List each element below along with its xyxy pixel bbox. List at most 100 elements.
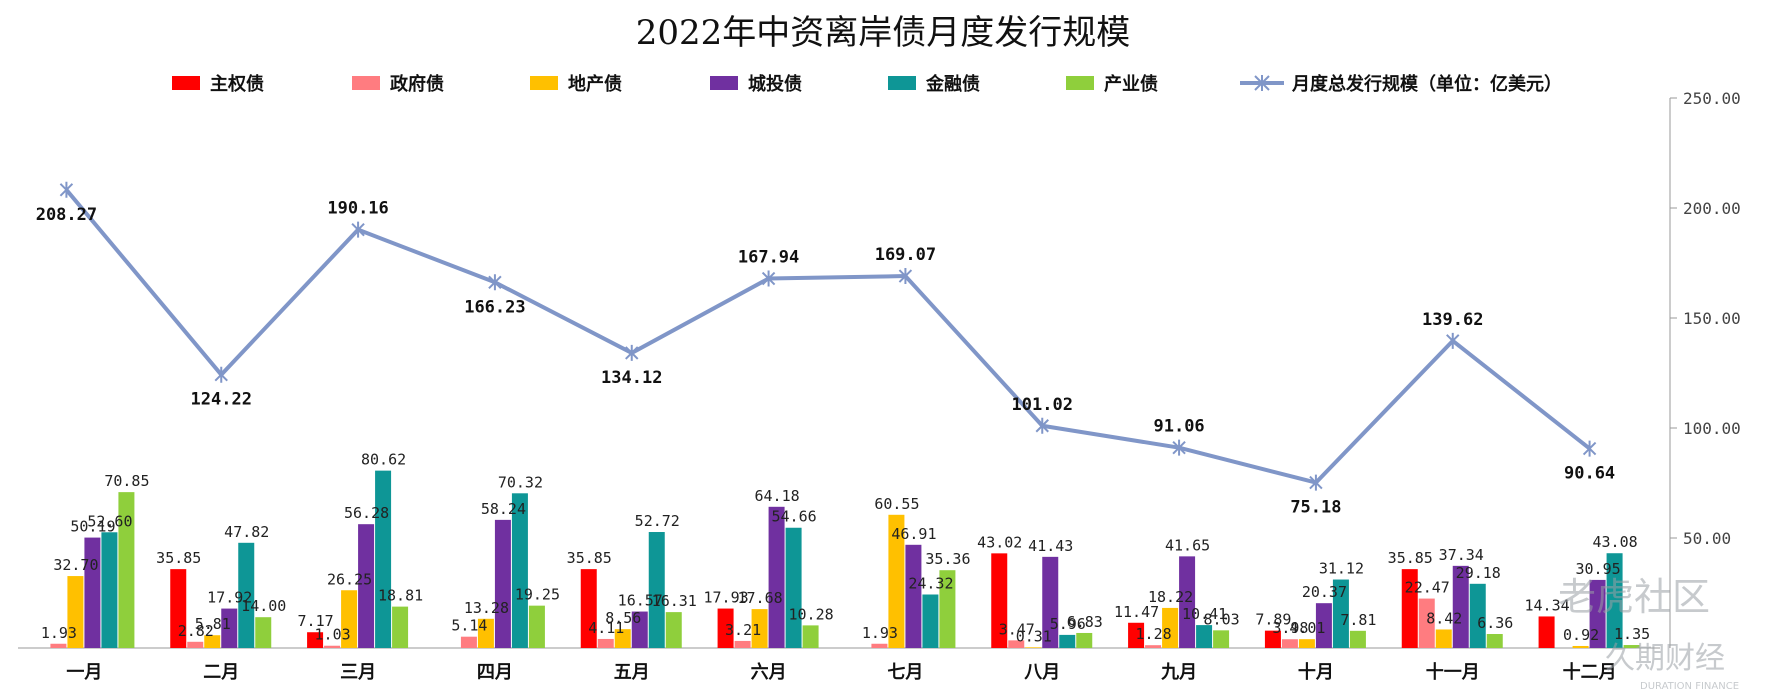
legend-label-2: 政府债 <box>390 73 444 95</box>
chart: 2022年中资离岸债月度发行规模 主权债 政府债 地产债 城投债 金融债 产业债 月度总发行… <box>0 0 1767 697</box>
bar-2-9 <box>1145 645 1161 648</box>
bar-label-5-11: 29.18 <box>1456 564 1501 582</box>
bar-2-7 <box>871 644 887 648</box>
bar-1-12 <box>1539 616 1555 648</box>
category-label-3: 三月 <box>340 662 376 683</box>
bar-label-6-2: 14.00 <box>241 597 286 615</box>
bar-label-3-11: 8.42 <box>1426 609 1462 627</box>
legend-swatch-3 <box>530 76 558 90</box>
bar-label-1-8: 43.02 <box>977 533 1022 551</box>
chart-title: 2022年中资离岸债月度发行规模 <box>636 13 1131 53</box>
bar-2-2 <box>187 642 203 648</box>
bar-6-4 <box>529 606 545 648</box>
bar-6-9 <box>1213 630 1229 648</box>
bar-6-3 <box>392 607 408 648</box>
bar-label-1-11: 35.85 <box>1388 549 1433 567</box>
bar-3-10 <box>1299 639 1315 648</box>
watermark-brand-sub: DURATION FINANCE <box>1640 681 1739 692</box>
right-axis-tick-label-1: 50.00 <box>1683 529 1731 548</box>
bar-4-1 <box>84 538 100 648</box>
bar-2-5 <box>598 639 614 648</box>
bar-label-4-11: 37.34 <box>1439 546 1484 564</box>
category-label-11: 十一月 <box>1426 661 1480 683</box>
bar-label-6-5: 16.31 <box>652 592 697 610</box>
total-label-9: 91.06 <box>1153 417 1204 437</box>
total-label-8: 101.02 <box>1012 395 1073 415</box>
total-point-11 <box>1447 333 1459 349</box>
bar-5-1 <box>101 532 117 648</box>
bar-5-9 <box>1196 625 1212 648</box>
bar-label-5-12: 43.08 <box>1593 533 1638 551</box>
legend-label-1: 主权债 <box>210 73 264 95</box>
bar-6-8 <box>1076 633 1092 648</box>
category-label-4: 四月 <box>477 662 513 683</box>
category-label-6: 六月 <box>751 661 787 683</box>
total-label-12: 90.64 <box>1564 464 1615 484</box>
total-label-11: 139.62 <box>1422 310 1483 330</box>
category-label-9: 九月 <box>1160 662 1197 683</box>
total-line <box>66 190 1589 483</box>
bar-label-6-1: 70.85 <box>104 472 149 490</box>
bar-label-3-3: 26.25 <box>327 570 372 588</box>
bar-label-5-10: 31.12 <box>1319 560 1364 578</box>
bar-label-2-3: 1.03 <box>315 626 351 644</box>
bar-2-6 <box>735 641 751 648</box>
legend-swatch-6 <box>1066 76 1094 90</box>
bar-label-4-8: 41.43 <box>1028 537 1073 555</box>
bar-label-6-11: 6.36 <box>1477 614 1513 632</box>
bar-4-7 <box>905 545 921 648</box>
bar-label-5-5: 52.72 <box>635 512 680 530</box>
bar-label-5-3: 80.62 <box>361 451 406 469</box>
bar-4-6 <box>769 507 785 648</box>
bar-2-3 <box>324 646 340 648</box>
bar-label-6-7: 35.36 <box>925 550 970 568</box>
bar-label-1-2: 35.85 <box>156 549 201 567</box>
category-label-1: 一月 <box>66 662 102 683</box>
bar-5-8 <box>1059 635 1075 648</box>
category-label-5: 五月 <box>614 662 650 683</box>
right-axis-tick-label-3: 150.00 <box>1683 309 1741 328</box>
bar-label-5-6: 54.66 <box>772 508 817 526</box>
legend: 主权债 政府债 地产债 城投债 金融债 产业债 月度总发行规模（单位：亿美元） <box>172 73 1562 95</box>
bar-5-5 <box>649 532 665 648</box>
bar-6-10 <box>1350 631 1366 648</box>
category-label-8: 八月 <box>1024 662 1060 683</box>
bar-label-3-12: 0.92 <box>1563 626 1599 644</box>
bar-6-5 <box>666 612 682 648</box>
bar-label-6-8: 6.83 <box>1067 613 1103 631</box>
bar-label-2-4: 5.14 <box>451 617 487 635</box>
bar-2-10 <box>1282 639 1298 648</box>
bar-2-4 <box>461 637 477 648</box>
bar-label-2-9: 1.28 <box>1136 625 1172 643</box>
bar-label-3-6: 17.68 <box>738 589 783 607</box>
bar-label-5-2: 47.82 <box>224 523 269 541</box>
total-label-3: 190.16 <box>327 199 388 219</box>
bar-label-3-9: 18.22 <box>1148 588 1193 606</box>
bar-6-6 <box>803 625 819 648</box>
category-axis: 一月 二月 三月 四月 五月 六月 七月 八月 九月 十月 十一月 十二月 <box>66 661 1616 683</box>
bar-5-3 <box>375 471 391 648</box>
watermark-brand: 久期财经 <box>1605 641 1725 676</box>
bar-label-5-1: 52.60 <box>87 512 132 530</box>
bar-6-11 <box>1487 634 1503 648</box>
total-label-2: 124.22 <box>191 390 252 410</box>
bar-label-3-1: 32.70 <box>53 556 98 574</box>
total-line-layer: 208.27124.22190.16166.23134.12167.94 169.… <box>36 182 1615 518</box>
category-label-7: 七月 <box>887 662 923 683</box>
bar-label-5-7: 24.32 <box>908 574 953 592</box>
total-label-5: 134.12 <box>601 368 662 388</box>
legend-swatch-1 <box>172 76 200 90</box>
category-label-10: 十月 <box>1298 661 1334 683</box>
bar-5-6 <box>786 528 802 648</box>
total-label-6: 167.94 <box>738 248 799 268</box>
bar-label-6-9: 8.03 <box>1204 610 1240 628</box>
total-label-10: 75.18 <box>1290 498 1341 518</box>
bar-label-6-10: 7.81 <box>1340 611 1376 629</box>
total-point-1 <box>60 182 72 198</box>
bar-3-11 <box>1436 629 1452 648</box>
bar-label-5-4: 70.32 <box>498 473 543 491</box>
bar-label-4-10: 20.37 <box>1302 583 1347 601</box>
legend-swatch-5 <box>888 76 916 90</box>
total-label-7: 169.07 <box>875 245 936 265</box>
bar-label-4-9: 41.65 <box>1165 536 1210 554</box>
